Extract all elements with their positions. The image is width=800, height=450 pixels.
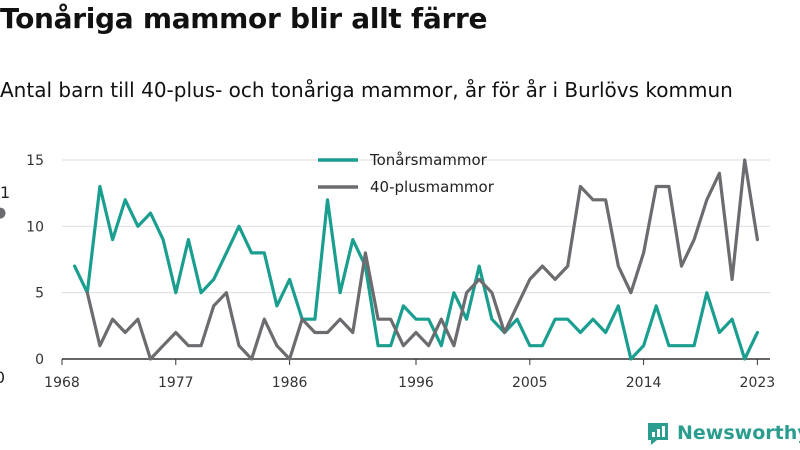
chart-subtitle: Antal barn till 40-plus- och tonåriga ma… [0,78,733,102]
y-tick-label: 15 [26,153,44,169]
legend-label-40-plusmammor: 40-plusmammor [370,178,495,196]
x-tick-label: 1977 [158,375,194,391]
x-tick-label: 1968 [44,375,80,391]
brand-logo: Newsworthy [645,420,800,446]
x-tick-label: 2023 [740,375,776,391]
series-line-40-plusmammor [85,158,759,361]
legend-label-tonarsmammor: Tonårsmammor [369,151,488,169]
y-tick-label: 0 [35,352,44,368]
x-tick-label: 1986 [272,375,308,391]
chart-title: Tonåriga mammor blir allt färre [0,2,488,35]
x-tick-label: 2005 [512,375,548,391]
end-label-tonarsmammor: 0 [0,368,5,387]
end-marker-40-plusmammor [0,207,6,219]
newsworthy-logo-icon [648,423,668,445]
x-tick-label: 2014 [626,375,662,391]
end-label-40-plusmammor: 11 [0,183,10,202]
y-tick-label: 10 [26,219,44,235]
y-tick-label: 5 [35,286,44,302]
x-tick-label: 1996 [398,375,434,391]
brand-name: Newsworthy [677,422,800,444]
series-line-tonarsmammor [73,184,759,361]
